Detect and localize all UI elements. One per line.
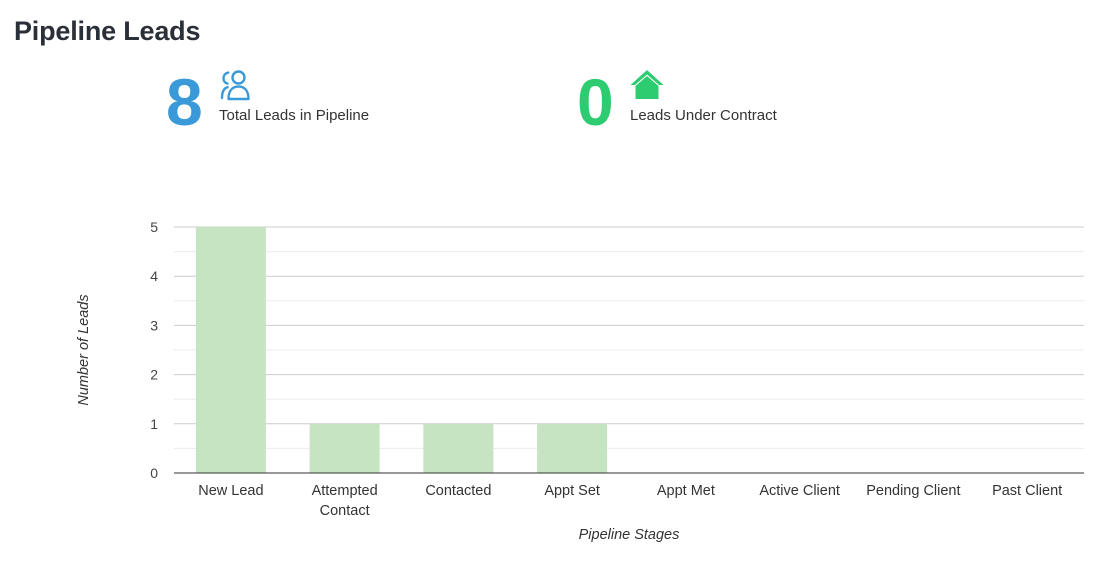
bar-attempted-contact bbox=[309, 423, 380, 473]
y-tick-label: 1 bbox=[150, 416, 158, 432]
x-tick-label: Past Client bbox=[992, 483, 1062, 499]
x-tick-label: Pending Client bbox=[866, 483, 960, 499]
x-axis-title: Pipeline Stages bbox=[579, 527, 680, 543]
y-axis-title: Number of Leads bbox=[76, 294, 92, 405]
x-tick-label: Contacted bbox=[425, 483, 491, 499]
y-tick-label: 0 bbox=[150, 465, 158, 481]
x-tick-label: Active Client bbox=[759, 483, 840, 499]
total-leads-label: Total Leads in Pipeline bbox=[219, 107, 370, 124]
x-tick-label: Appt Set bbox=[544, 483, 600, 499]
total-leads-value: 8 bbox=[166, 65, 203, 139]
under-contract-value: 0 bbox=[577, 65, 614, 139]
y-tick-label: 3 bbox=[150, 317, 158, 333]
bar-appt-set bbox=[537, 423, 608, 473]
bar-new-lead bbox=[195, 227, 266, 473]
y-tick-label: 4 bbox=[150, 268, 158, 284]
users-icon bbox=[220, 70, 250, 101]
x-tick-label: Attempted Contact bbox=[312, 483, 378, 519]
y-tick-label: 5 bbox=[150, 219, 158, 235]
x-tick-label: Appt Met bbox=[657, 483, 715, 499]
page-title: Pipeline Leads bbox=[14, 16, 201, 46]
bar-contacted bbox=[423, 423, 494, 473]
x-tick-label: New Lead bbox=[198, 483, 263, 499]
y-tick-label: 2 bbox=[150, 367, 158, 383]
house-icon bbox=[630, 70, 664, 99]
under-contract-label: Leads Under Contract bbox=[630, 107, 777, 124]
